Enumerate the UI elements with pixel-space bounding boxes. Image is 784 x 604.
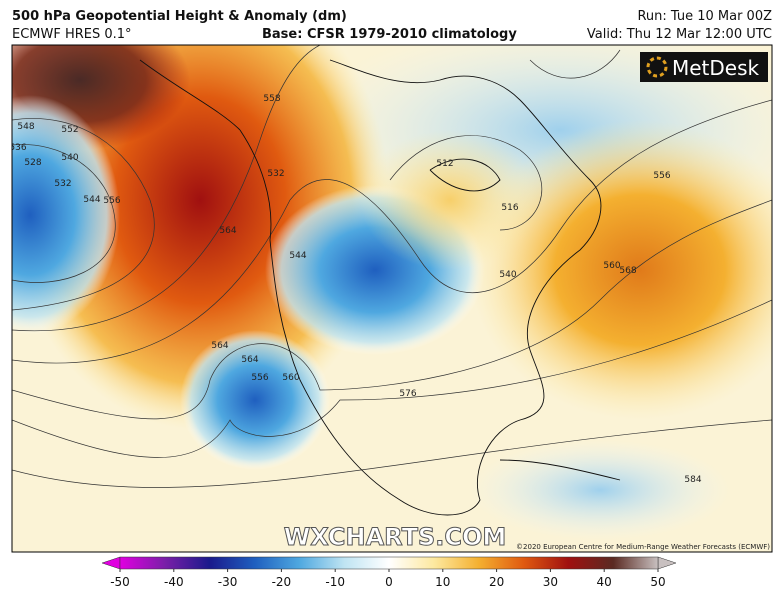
contour-label: 568 bbox=[619, 266, 636, 276]
map-frame bbox=[11, 44, 773, 553]
colorbar: -50 -40 -30 -20 -10 0 10 20 30 40 50 bbox=[101, 556, 677, 589]
base: Base: CFSR 1979-2010 climatology bbox=[262, 27, 517, 42]
model: ECMWF HRES 0.1° bbox=[12, 27, 132, 42]
colorbar-tick-label: -30 bbox=[218, 575, 238, 589]
contour-label: 544 bbox=[83, 195, 100, 205]
colorbar-tick-label: 10 bbox=[435, 575, 450, 589]
contour-label: 564 bbox=[241, 355, 258, 365]
contour-label: 564 bbox=[211, 341, 228, 351]
copyright: ©2020 European Centre for Medium-Range W… bbox=[516, 543, 770, 551]
contour-label: 512 bbox=[436, 159, 453, 169]
contours bbox=[12, 45, 772, 488]
watermark: WXCHARTS.COM bbox=[284, 523, 506, 551]
contour-label: 536 bbox=[9, 143, 26, 153]
logo-text: MetDesk bbox=[672, 56, 760, 80]
colorbar-tick-label: -40 bbox=[164, 575, 184, 589]
contour-label: 544 bbox=[289, 251, 306, 261]
logo-box bbox=[640, 52, 768, 82]
contour-label: 540 bbox=[499, 270, 516, 280]
colorbar-tick-label: -10 bbox=[325, 575, 345, 589]
contour-label: 576 bbox=[399, 389, 416, 399]
contour-label: 556 bbox=[103, 196, 120, 206]
contour-label: 564 bbox=[219, 226, 236, 236]
anomaly-area bbox=[12, 95, 120, 335]
colorbar-tick-label: 40 bbox=[597, 575, 612, 589]
title: 500 hPa Geopotential Height & Anomaly (d… bbox=[12, 9, 347, 24]
contour-label: 560 bbox=[603, 261, 620, 271]
anomaly-area bbox=[360, 130, 540, 270]
valid: Valid: Thu 12 Mar 12:00 UTC bbox=[587, 27, 772, 42]
contour-label: 516 bbox=[501, 203, 518, 213]
contour-label: 532 bbox=[267, 169, 284, 179]
colorbar-arrow bbox=[101, 556, 121, 570]
logo-icon bbox=[646, 56, 668, 78]
colorbar-tick-label: -50 bbox=[110, 575, 130, 589]
anomaly-area bbox=[180, 330, 330, 470]
contour-label: 528 bbox=[24, 158, 41, 168]
contour-label: 532 bbox=[54, 179, 71, 189]
colorbar-arrow bbox=[657, 556, 677, 570]
coastlines bbox=[139, 59, 621, 516]
anomaly-area bbox=[470, 120, 772, 420]
colorbar-tick-label: 30 bbox=[543, 575, 558, 589]
logo: MetDesk bbox=[640, 52, 768, 82]
colorbar-tick-label: 20 bbox=[489, 575, 504, 589]
contour-label: 556 bbox=[251, 373, 268, 383]
contour-label: 540 bbox=[61, 153, 78, 163]
contour-label: 560 bbox=[282, 373, 299, 383]
colorbar-tick-label: -20 bbox=[272, 575, 292, 589]
contour-label: 558 bbox=[263, 94, 280, 104]
contour-label: 552 bbox=[61, 125, 78, 135]
colorbar-tick-label: 0 bbox=[385, 575, 393, 589]
anomaly-area bbox=[470, 440, 730, 540]
contour-label: 584 bbox=[684, 475, 701, 485]
contour-label: 548 bbox=[17, 122, 34, 132]
contour-label: 556 bbox=[653, 171, 670, 181]
colorbar-bar bbox=[119, 556, 659, 570]
colorbar-tick-label: 50 bbox=[650, 575, 665, 589]
run: Run: Tue 10 Mar 00Z bbox=[637, 9, 772, 24]
